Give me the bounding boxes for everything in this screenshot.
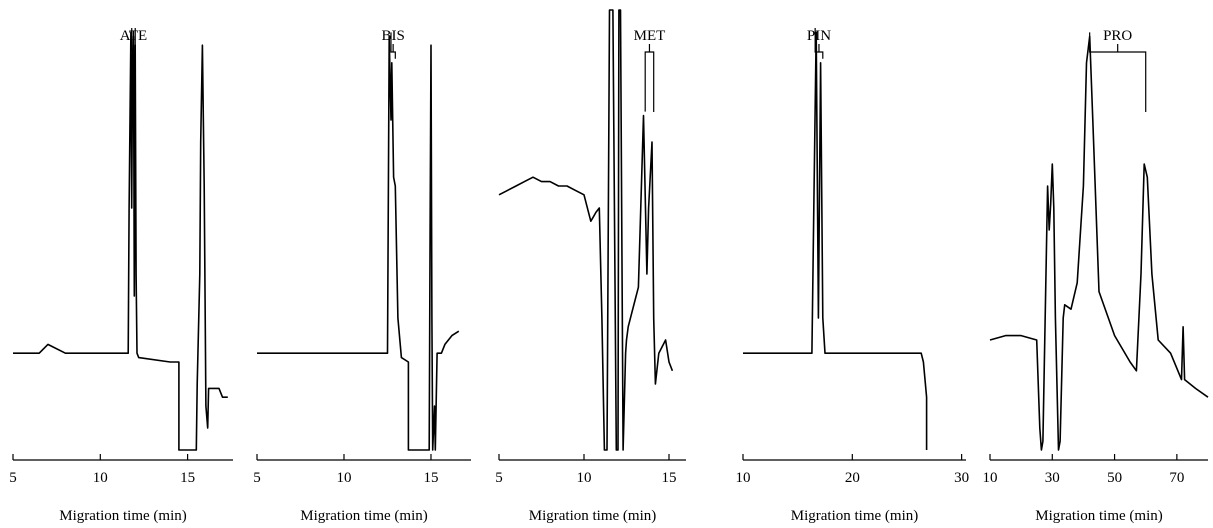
x-tick-label: 30	[1045, 470, 1060, 486]
peak-label: BIS	[381, 28, 404, 44]
electropherogram-panel-2: 5 10 15 Migration time (min) BIS	[253, 28, 471, 524]
x-axis-label: Migration time (min)	[300, 508, 427, 524]
x-axis-label: Migration time (min)	[791, 508, 918, 524]
x-tick-label: 10	[983, 470, 998, 486]
peak-label: ATE	[120, 28, 148, 44]
x-tick-label: 5	[495, 470, 503, 486]
x-tick-label: 10	[736, 470, 751, 486]
x-tick-label: 15	[423, 470, 438, 486]
x-tick-label: 50	[1107, 470, 1122, 486]
trace-line	[989, 35, 1209, 451]
x-axis-label: Migration time (min)	[1035, 508, 1162, 524]
x-axis-label: Migration time (min)	[529, 508, 656, 524]
x-tick-label: 30	[954, 470, 969, 486]
peak-label: PIN	[807, 28, 831, 44]
x-tick-label: 10	[577, 470, 592, 486]
electropherogram-panel-5: 10 30 50 70 Migration time (min) PRO	[983, 28, 1209, 524]
x-axis-label: Migration time (min)	[59, 508, 186, 524]
x-tick-label: 70	[1169, 470, 1184, 486]
trace-line	[498, 9, 674, 451]
electropherogram-panel-3: 5 10 15 Migration time (min) MET	[495, 9, 686, 524]
trace-line	[257, 35, 460, 451]
x-tick-label: 20	[845, 470, 860, 486]
peak-label: MET	[634, 28, 666, 44]
trace-line	[743, 31, 928, 450]
x-tick-label: 5	[9, 470, 17, 486]
peak-bracket	[644, 51, 655, 112]
x-tick-label: 10	[93, 470, 108, 486]
trace-line	[13, 31, 228, 451]
electropherogram-panel-4: 10 20 30 Migration time (min) PIN	[736, 28, 969, 524]
x-tick-label: 15	[180, 470, 195, 486]
peak-label: PRO	[1103, 28, 1132, 44]
x-tick-label: 15	[662, 470, 677, 486]
electropherogram-panel-1: 5 10 15 Migration time (min) ATE	[9, 28, 233, 524]
x-tick-label: 5	[253, 470, 261, 486]
x-tick-label: 10	[336, 470, 351, 486]
